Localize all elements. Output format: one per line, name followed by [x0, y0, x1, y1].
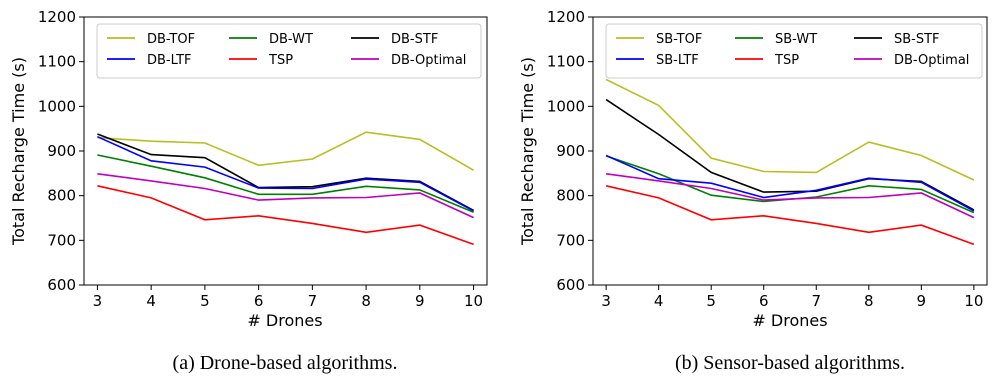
- legend-entry-sb-wt: SB-WT: [735, 32, 817, 47]
- chart-a-caption: (a) Drone-based algorithms.: [173, 352, 398, 374]
- legend-entry-sb-ltf: SB-LTF: [616, 53, 699, 68]
- x-tick-label: 10: [964, 292, 983, 310]
- chart-b-legend: SB-TOF SB-WT SB-STF SB-LTF TSP DB-Optimal: [605, 23, 983, 79]
- y-tick-label: 600: [47, 276, 76, 294]
- legend-label: TSP: [268, 53, 293, 68]
- legend-label: DB-Optimal: [391, 53, 466, 68]
- series-line-db-tof: [97, 131, 474, 171]
- x-tick-label: 6: [254, 292, 264, 310]
- series-line-sb-ltf: [605, 154, 975, 212]
- y-tick-label: 1200: [38, 8, 76, 26]
- series-line-sb-wt: [605, 155, 975, 214]
- legend-entry-tsp: TSP: [735, 53, 799, 68]
- y-tick-label: 1100: [38, 53, 76, 71]
- x-tick-label: 8: [361, 292, 371, 310]
- series-line-tsp: [97, 185, 474, 246]
- y-tick-label: 800: [47, 187, 76, 205]
- x-tick-label: 5: [200, 292, 210, 310]
- x-tick-label: 8: [864, 292, 874, 310]
- chart-a-ylabel: Total Recharge Time (s): [9, 57, 28, 246]
- legend-label: SB-TOF: [656, 32, 702, 47]
- series-line-db-optimal: [605, 173, 975, 219]
- legend-label: DB-LTF: [147, 53, 192, 68]
- legend-entry-db-stf: DB-STF: [351, 32, 438, 47]
- y-tick-label: 800: [556, 187, 585, 205]
- x-tick-label: 6: [759, 292, 769, 310]
- chart-a-legend: DB-TOF DB-WT DB-STF DB-LTF TSP DB-Optimal: [96, 23, 482, 79]
- legend-entry-db-ltf: DB-LTF: [107, 53, 192, 68]
- legend-entry-tsp: TSP: [229, 53, 293, 68]
- chart-a: 3 4 5 6 7 8 9 10 600 700 800 900 1000 1100 1200 # Dron…: [9, 8, 488, 374]
- y-tick-label: 700: [47, 231, 76, 249]
- y-tick-label: 1000: [547, 97, 585, 115]
- y-tick-label: 1000: [38, 97, 76, 115]
- x-tick-label: 10: [464, 292, 483, 310]
- legend-label: DB-WT: [269, 32, 313, 47]
- series-line-tsp: [605, 185, 975, 246]
- legend-label: DB-STF: [391, 32, 438, 47]
- series-line-db-optimal: [97, 173, 474, 219]
- legend-label: SB-STF: [894, 32, 940, 47]
- x-tick-label: 9: [415, 292, 425, 310]
- chart-a-xlabel: # Drones: [247, 311, 322, 330]
- legend-label: SB-LTF: [656, 53, 699, 68]
- legend-label: SB-WT: [775, 32, 817, 47]
- legend-entry-db-optimal: DB-Optimal: [351, 53, 466, 68]
- y-tick-label: 1100: [547, 53, 585, 71]
- x-tick-label: 9: [917, 292, 927, 310]
- chart-b-xlabel: # Drones: [752, 311, 827, 330]
- x-tick-label: 7: [308, 292, 318, 310]
- x-tick-label: 4: [654, 292, 664, 310]
- y-tick-label: 900: [47, 142, 76, 160]
- legend-entry-db-wt: DB-WT: [229, 32, 313, 47]
- series-line-db-wt: [97, 154, 474, 213]
- legend-entry-sb-tof: SB-TOF: [616, 32, 702, 47]
- x-tick-label: 7: [811, 292, 821, 310]
- legend-label: DB-TOF: [147, 32, 195, 47]
- y-tick-label: 600: [556, 276, 585, 294]
- legend-entry-db-optimal: DB-Optimal: [854, 53, 969, 68]
- series-line-db-ltf: [97, 135, 474, 212]
- legend-entry-db-tof: DB-TOF: [107, 32, 195, 47]
- x-tick-label: 3: [601, 292, 611, 310]
- legend-label: DB-Optimal: [894, 53, 969, 68]
- x-tick-label: 5: [706, 292, 716, 310]
- x-tick-label: 3: [93, 292, 103, 310]
- x-tick-label: 4: [146, 292, 156, 310]
- chart-b-caption: (b) Sensor-based algorithms.: [675, 352, 905, 374]
- y-tick-label: 1200: [547, 8, 585, 26]
- y-tick-label: 900: [556, 142, 585, 160]
- legend-frame: [96, 23, 482, 79]
- legend-label: TSP: [774, 53, 799, 68]
- chart-b: 3 4 5 6 7 8 9 10 600 700 800 900 1000 1100 1200 # Dron…: [518, 8, 988, 374]
- y-tick-label: 700: [556, 231, 585, 249]
- chart-b-ylabel: Total Recharge Time (s): [518, 57, 537, 246]
- series-line-sb-tof: [605, 78, 975, 181]
- legend-frame: [605, 23, 983, 79]
- legend-entry-sb-stf: SB-STF: [854, 32, 940, 47]
- series-line-db-stf: [97, 133, 474, 212]
